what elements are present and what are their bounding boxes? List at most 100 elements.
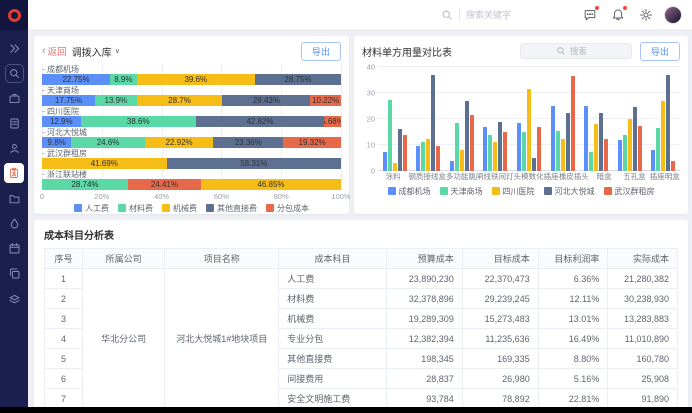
sidebar-item-document[interactable] [3, 111, 25, 136]
chevron-down-icon[interactable]: ∨ [114, 48, 120, 55]
category-label: 四川医院 [42, 107, 341, 116]
bell-button[interactable] [610, 5, 627, 23]
bar [382, 151, 387, 171]
legend-item[interactable]: 河北大悦城 [543, 186, 595, 197]
category-label-text: 四川医院 [47, 107, 79, 116]
legend-item[interactable]: 其他直接费 [206, 203, 257, 214]
legend-item[interactable]: 四川医院 [491, 186, 535, 197]
table-cell-seq: 2 [44, 288, 83, 309]
logo-icon [7, 8, 21, 22]
legend-item[interactable]: 机械费 [162, 203, 197, 214]
table-cell-subject: 安全文明施工费 [278, 388, 387, 409]
table-cell-value: 93,784 [385, 388, 463, 409]
category-label: 河北大悦城 [42, 128, 341, 137]
sidebar-item-drop[interactable] [3, 211, 25, 236]
bar [498, 121, 503, 171]
bar [516, 122, 521, 171]
bar [483, 126, 488, 171]
chevrons-right-icon [9, 44, 19, 53]
global-search-input[interactable] [466, 9, 546, 20]
sidebar-item-chevrons-right[interactable] [3, 36, 25, 61]
legend-item[interactable]: 材料费 [118, 203, 153, 214]
sidebar [0, 0, 28, 413]
bar [671, 160, 676, 171]
bar [536, 126, 541, 171]
y-axis-tick: 0 [370, 166, 375, 176]
right-panel-header: 材料单方用量对比表 导出 [362, 41, 680, 61]
bar [392, 163, 397, 171]
main-content: ‹ 返回 调拨入库 ∨ 导出 成都机场 22.75% 8.9% 39.6% 28.75%… [28, 30, 692, 413]
segment-value-label: 12.9% [49, 117, 73, 126]
sidebar-item-layers[interactable] [3, 286, 25, 311]
stack-row: 河北大悦城 9.8% 24.6% 22.92% 23.36% 19.32% [42, 128, 341, 148]
stack-row: 浙江联站楼 28.74% 24.41% 46.85% [42, 170, 341, 190]
category-label: 成都机场 [42, 65, 341, 74]
search-icon [442, 10, 452, 19]
axis-tick: 100% [331, 192, 351, 201]
segment-value-label: 38.6% [126, 117, 150, 126]
stacked-bar: 12.9% 38.6% 42.82% 5.68% [42, 116, 341, 127]
table-cell-value: 22.81% [537, 388, 609, 409]
topbar [28, 0, 692, 30]
legend-label: 人工费 [85, 203, 109, 213]
drop-icon [10, 218, 18, 229]
bar [402, 134, 407, 171]
legend-label: 分包成本 [277, 203, 309, 213]
legend-item[interactable]: 天津商场 [439, 186, 483, 197]
legend-swatch [162, 204, 170, 212]
folder-icon [9, 195, 19, 204]
gridline [42, 64, 43, 190]
sidebar-item-calendar[interactable] [3, 236, 25, 261]
export-button-left[interactable]: 导出 [300, 41, 341, 61]
grouped-chart-legend: 成都机场 天津商场 四川医院 河北大悦城 武汉群租房 [362, 185, 680, 197]
table-cell-seq: 3 [44, 308, 83, 329]
export-button-right[interactable]: 导出 [639, 41, 680, 61]
avatar[interactable] [664, 5, 682, 24]
segment-value-label: 8.9% [114, 75, 133, 84]
back-link[interactable]: ‹ 返回 [42, 44, 67, 58]
legend-item[interactable]: 成都机场 [387, 186, 431, 197]
bar [584, 106, 589, 171]
table-cell-subject: 其他直接费 [278, 348, 387, 369]
transfer-inbound-panel: ‹ 返回 调拨入库 ∨ 导出 成都机场 22.75% 8.9% 39.6% 28.75%… [34, 36, 351, 214]
legend-item[interactable]: 武汉群租房 [603, 186, 655, 197]
global-search[interactable] [441, 8, 546, 21]
sidebar-item-clipboard[interactable] [4, 163, 24, 183]
sidebar-item-briefcase[interactable] [3, 86, 25, 111]
legend-swatch [206, 204, 214, 212]
tick-mark [42, 153, 45, 154]
gear-button[interactable] [638, 7, 654, 23]
legend-swatch [387, 187, 396, 195]
bar [617, 139, 622, 171]
segment-value-label: 24.41% [150, 180, 178, 189]
column-header: 项目名称 [164, 248, 280, 269]
y-axis-tick: 10 [366, 140, 375, 150]
material-usage-panel: 材料单方用量对比表 导出 0 10 20 30 40 [354, 36, 688, 214]
legend-label: 材料费 [129, 203, 153, 213]
panel-search-input[interactable] [569, 46, 596, 56]
bar-segment: 28.75% [255, 74, 341, 85]
bar [464, 100, 469, 171]
sidebar-item-folder[interactable] [3, 186, 25, 211]
segment-value-label: 9.8% [47, 138, 66, 147]
legend-item[interactable]: 人工费 [74, 203, 109, 214]
panel-search[interactable] [519, 43, 632, 59]
legend-label: 四川医院 [502, 186, 535, 196]
legend-label: 天津商场 [450, 186, 483, 196]
segment-value-label: 41.69% [90, 159, 118, 168]
bar [594, 124, 599, 171]
bar [459, 150, 464, 171]
bar [493, 142, 498, 171]
legend-item[interactable]: 分包成本 [266, 203, 309, 214]
stacked-bar: 41.69% 58.31% [42, 158, 341, 169]
sidebar-item-copy[interactable] [3, 261, 25, 286]
tick-mark [42, 90, 45, 91]
sidebar-item-search[interactable] [3, 61, 25, 86]
table-cell-value: 198,345 [385, 348, 463, 369]
briefcase-icon [9, 94, 19, 104]
logo[interactable] [0, 0, 28, 30]
message-button[interactable] [582, 5, 599, 23]
segment-value-label: 22.92% [165, 138, 193, 147]
segment-value-label: 28.7% [168, 96, 191, 105]
sidebar-item-user[interactable] [3, 136, 25, 161]
